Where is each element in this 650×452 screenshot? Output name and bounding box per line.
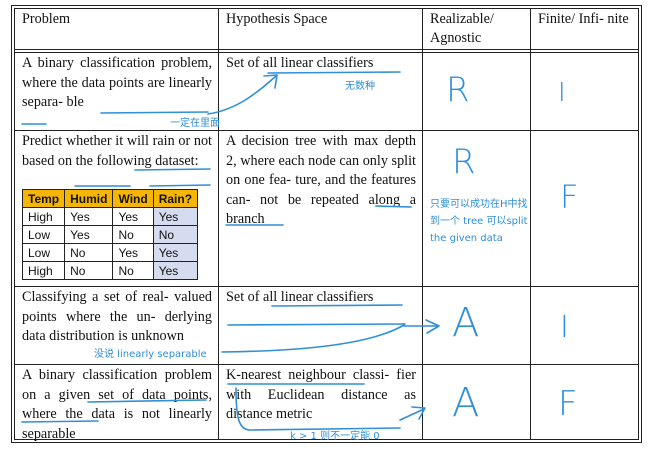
row1-hypothesis: Set of all linear classifiers <box>226 55 374 71</box>
row2-problem: Predict whether it will rain or not base… <box>22 133 212 169</box>
header-finite: Finite/ Infi- nite <box>538 11 629 27</box>
header-hypothesis: Hypothesis Space <box>226 11 328 27</box>
row4-hypothesis: K-nearest neighbour classi- fier with Eu… <box>226 367 416 422</box>
row2-note-tree: 只要可以成功在H中找到一个 tree 可以split the given dat… <box>430 199 528 244</box>
dataset-cell: Yes <box>64 207 114 226</box>
dataset-cell: No <box>112 261 154 280</box>
row4-finite-mark: F <box>558 384 578 424</box>
dataset-cell: High <box>21 207 66 226</box>
dataset-cell: Yes <box>152 207 199 226</box>
row1-note-infinite: 无数种 <box>345 81 375 92</box>
dataset-col-rain: Rain? <box>152 189 199 208</box>
row2-finite-mark: F <box>560 178 579 216</box>
dataset-cell: No <box>64 243 114 262</box>
dataset-col-wind: Wind <box>112 189 154 208</box>
table-row: Low Yes No No <box>21 225 199 244</box>
row3-problem: Classifying a set of real- valued points… <box>22 289 212 344</box>
dataset-col-humid: Humid <box>64 189 114 208</box>
dataset-cell: High <box>21 261 66 280</box>
row3-note-not-separable: 没说 linearly separable <box>94 349 207 360</box>
dataset-cell: Yes <box>112 207 154 226</box>
table-row: High Yes Yes Yes <box>21 207 199 226</box>
row4-problem: A binary classification problem on a giv… <box>22 367 212 442</box>
dataset-cell: No <box>112 225 154 244</box>
row1-problem: A binary classification problem, where t… <box>22 55 212 110</box>
row2-realizable-mark: R <box>452 142 476 182</box>
dataset-cell: Yes <box>152 261 199 280</box>
row3-realizable-mark: A <box>452 300 480 346</box>
dataset-cell: Yes <box>152 243 199 262</box>
dataset-cell: No <box>64 261 114 280</box>
dataset-cell: Low <box>21 243 66 262</box>
row1-note-inside: 一定在里面 <box>170 118 220 129</box>
table-row: High No No Yes <box>21 261 199 280</box>
row1-finite-mark: I <box>558 78 566 108</box>
dataset-cell: Low <box>21 225 66 244</box>
row3-hypothesis: Set of all linear classifiers <box>226 289 374 305</box>
row4-realizable-mark: A <box>452 380 480 426</box>
header-realizable: Realizable/ Agnostic <box>430 11 494 46</box>
table-row: Low No Yes Yes <box>21 243 199 262</box>
row1-realizable-mark: R <box>446 70 470 110</box>
row3-finite-mark: I <box>560 310 569 345</box>
header-problem: Problem <box>22 11 71 27</box>
row4-note-knn: k > 1 则不一定能 0 <box>290 431 380 442</box>
rain-dataset-table: Temp Humid Wind Rain? High Yes Yes Yes L… <box>21 189 199 280</box>
row2-hypothesis: A decision tree with max depth 2, where … <box>226 133 416 227</box>
dataset-cell: Yes <box>64 225 114 244</box>
dataset-col-temp: Temp <box>21 189 66 208</box>
dataset-cell: Yes <box>112 243 154 262</box>
dataset-cell: No <box>152 225 199 244</box>
